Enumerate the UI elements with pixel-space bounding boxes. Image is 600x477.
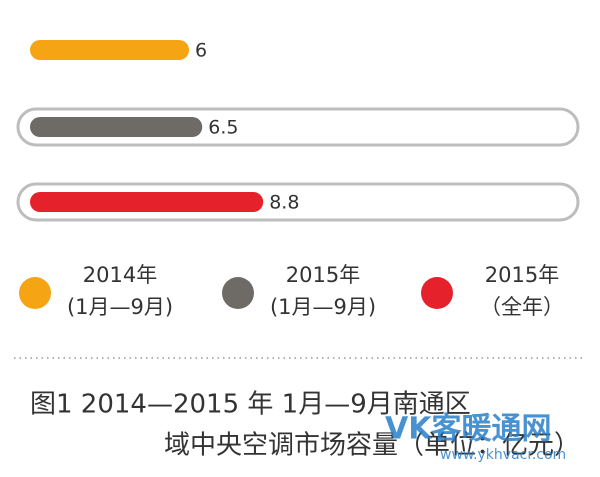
bar-track	[16, 107, 580, 147]
legend-label: (1月—9月)	[67, 295, 173, 319]
bar	[30, 192, 264, 212]
value-label: 8.8	[269, 192, 299, 214]
value-label: 6	[195, 40, 207, 62]
legend-label: 2014年	[83, 263, 157, 287]
legend-marker	[222, 277, 254, 309]
caption-line: 图1 2014—2015 年 1月—9月南通区	[30, 390, 471, 420]
bar	[30, 40, 189, 60]
legend-label: (1月—9月)	[270, 295, 376, 319]
watermark: VK客暖通网	[385, 412, 551, 447]
bar	[30, 117, 203, 137]
caption-line: 域中央空调市场容量（单位：亿元）	[164, 431, 580, 461]
legend-label: 2015年	[485, 263, 559, 287]
value-label: 6.5	[208, 117, 238, 139]
legend-label: 2015年	[286, 263, 360, 287]
legend-marker	[421, 277, 453, 309]
legend-marker	[19, 277, 51, 309]
legend-label: （全年）	[480, 295, 564, 319]
bar-track	[16, 182, 580, 222]
watermark: www.ykhvacr.com	[440, 447, 566, 463]
